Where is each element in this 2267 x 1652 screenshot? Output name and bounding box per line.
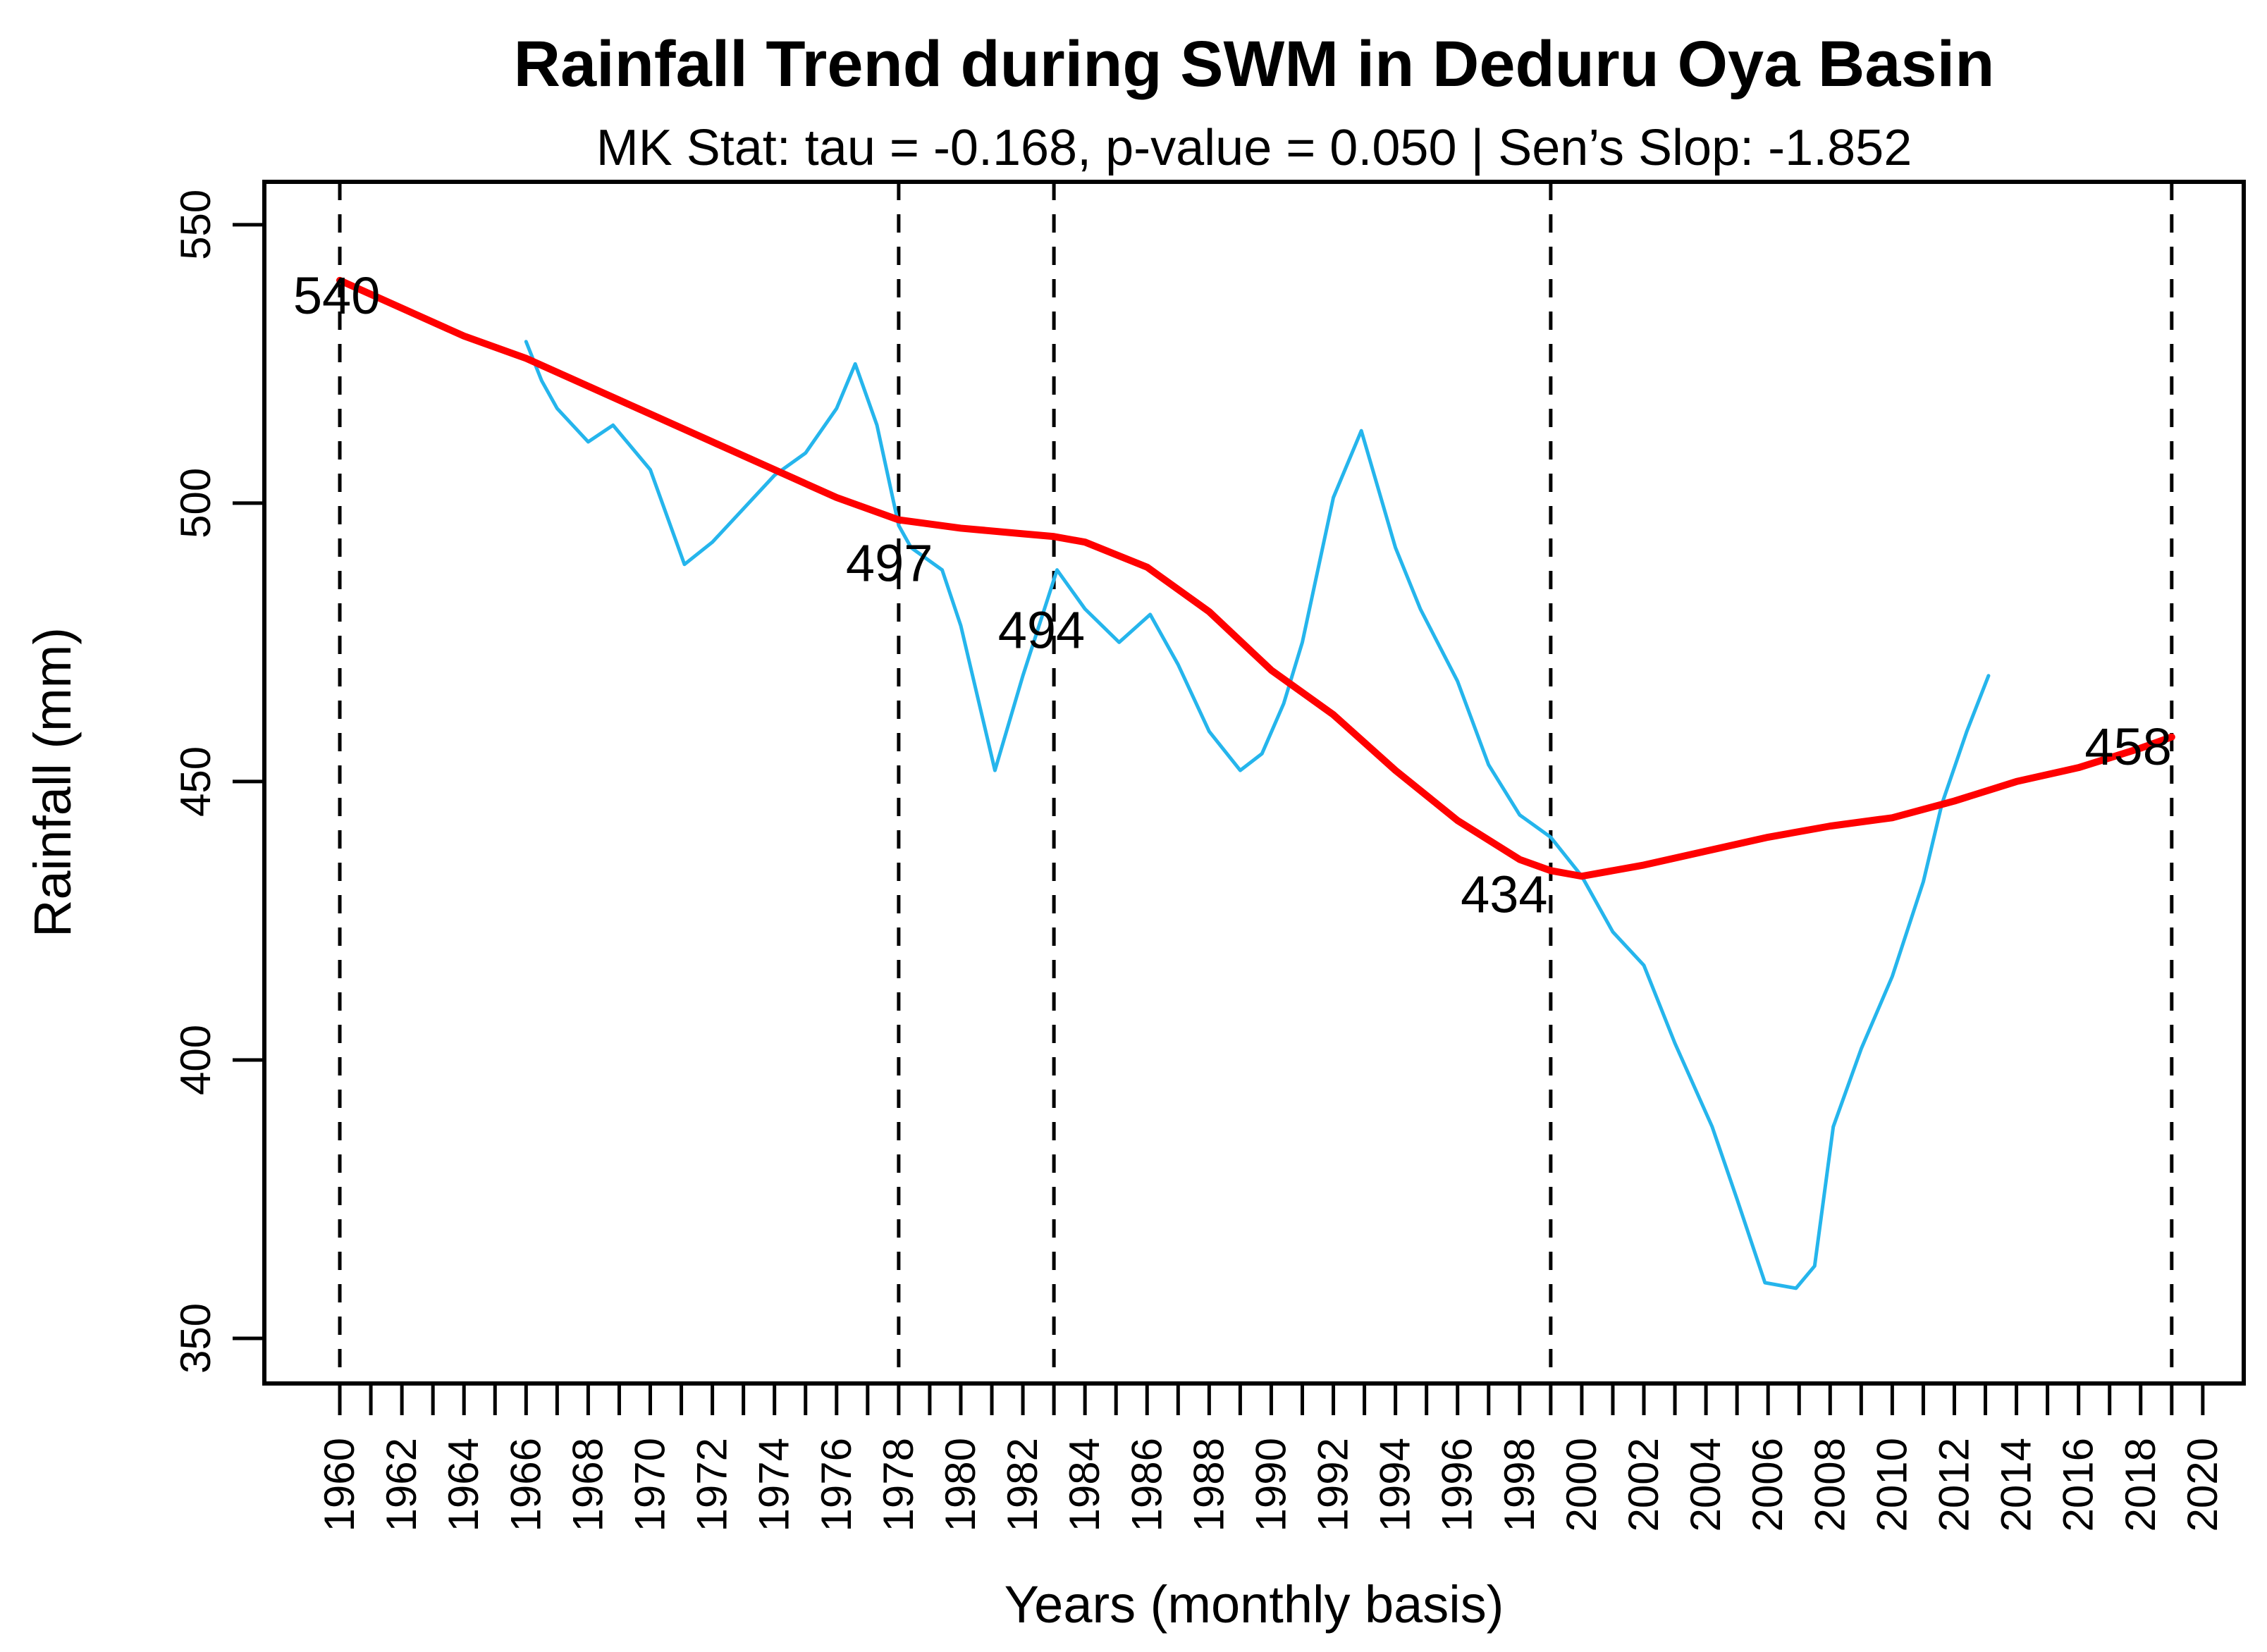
changepoint-label: 458 <box>2084 717 2171 776</box>
y-tick-label: 500 <box>172 468 219 538</box>
x-tick-label: 1994 <box>1372 1438 1419 1531</box>
chart-subtitle: MK Stat: tau = -0.168, p-value = 0.050 |… <box>596 120 1912 176</box>
x-tick-label: 2012 <box>1930 1438 1977 1531</box>
x-tick-label: 1984 <box>1061 1438 1108 1531</box>
x-tick-label: 1964 <box>440 1438 487 1531</box>
x-tick-label: 2004 <box>1682 1438 1729 1531</box>
changepoint-label: 434 <box>1461 865 1547 924</box>
y-tick-label: 450 <box>172 746 219 817</box>
x-tick-label: 1966 <box>502 1438 549 1531</box>
x-tick-label: 1978 <box>875 1438 922 1531</box>
y-tick-label: 400 <box>172 1025 219 1095</box>
x-tick-label: 1962 <box>378 1438 425 1531</box>
x-tick-label: 2020 <box>2179 1438 2226 1531</box>
x-axis-title: Years (monthly basis) <box>1005 1575 1504 1634</box>
x-tick-label: 2000 <box>1558 1438 1605 1531</box>
changepoint-label: 540 <box>293 266 380 325</box>
x-tick-label: 1986 <box>1123 1438 1170 1531</box>
chart-title: Rainfall Trend during SWM in Deduru Oya … <box>514 28 1995 100</box>
x-tick-label: 2018 <box>2117 1438 2164 1531</box>
x-tick-label: 1976 <box>813 1438 860 1531</box>
x-tick-label: 2016 <box>2055 1438 2102 1531</box>
x-tick-label: 1970 <box>627 1438 674 1531</box>
x-tick-label: 1980 <box>937 1438 984 1531</box>
y-tick-label: 550 <box>172 190 219 260</box>
plot-area: 540 497 494 434 458 350 400 450 500 550 1960 1962 19… <box>172 180 2246 1531</box>
series-sen_slope_trend <box>336 276 2175 880</box>
x-tick-label: 1972 <box>689 1438 736 1531</box>
x-tick-label: 1960 <box>316 1438 363 1531</box>
y-axis-title: Rainfall (mm) <box>23 627 82 937</box>
x-tick-label: 1982 <box>999 1438 1046 1531</box>
x-tick-label: 1992 <box>1310 1438 1357 1531</box>
x-tick-label: 1988 <box>1185 1438 1232 1531</box>
x-tick-label: 2010 <box>1868 1438 1915 1531</box>
y-tick-label: 350 <box>172 1303 219 1374</box>
series-smoothed_annual_rainfall <box>524 340 1991 1290</box>
x-tick-label: 2002 <box>1620 1438 1667 1531</box>
x-tick-label: 2014 <box>1993 1438 2040 1531</box>
x-tick-label: 1968 <box>564 1438 611 1531</box>
plot-frame <box>262 180 2246 1386</box>
x-tick-label: 1998 <box>1496 1438 1543 1531</box>
x-tick-label: 1974 <box>751 1438 798 1531</box>
x-tick-label: 1990 <box>1247 1438 1294 1531</box>
x-tick-label: 2006 <box>1744 1438 1791 1531</box>
changepoint-label: 494 <box>998 600 1085 659</box>
changepoint-label: 497 <box>846 534 933 592</box>
x-tick-label: 2008 <box>1806 1438 1853 1531</box>
x-tick-label: 1996 <box>1434 1438 1481 1531</box>
